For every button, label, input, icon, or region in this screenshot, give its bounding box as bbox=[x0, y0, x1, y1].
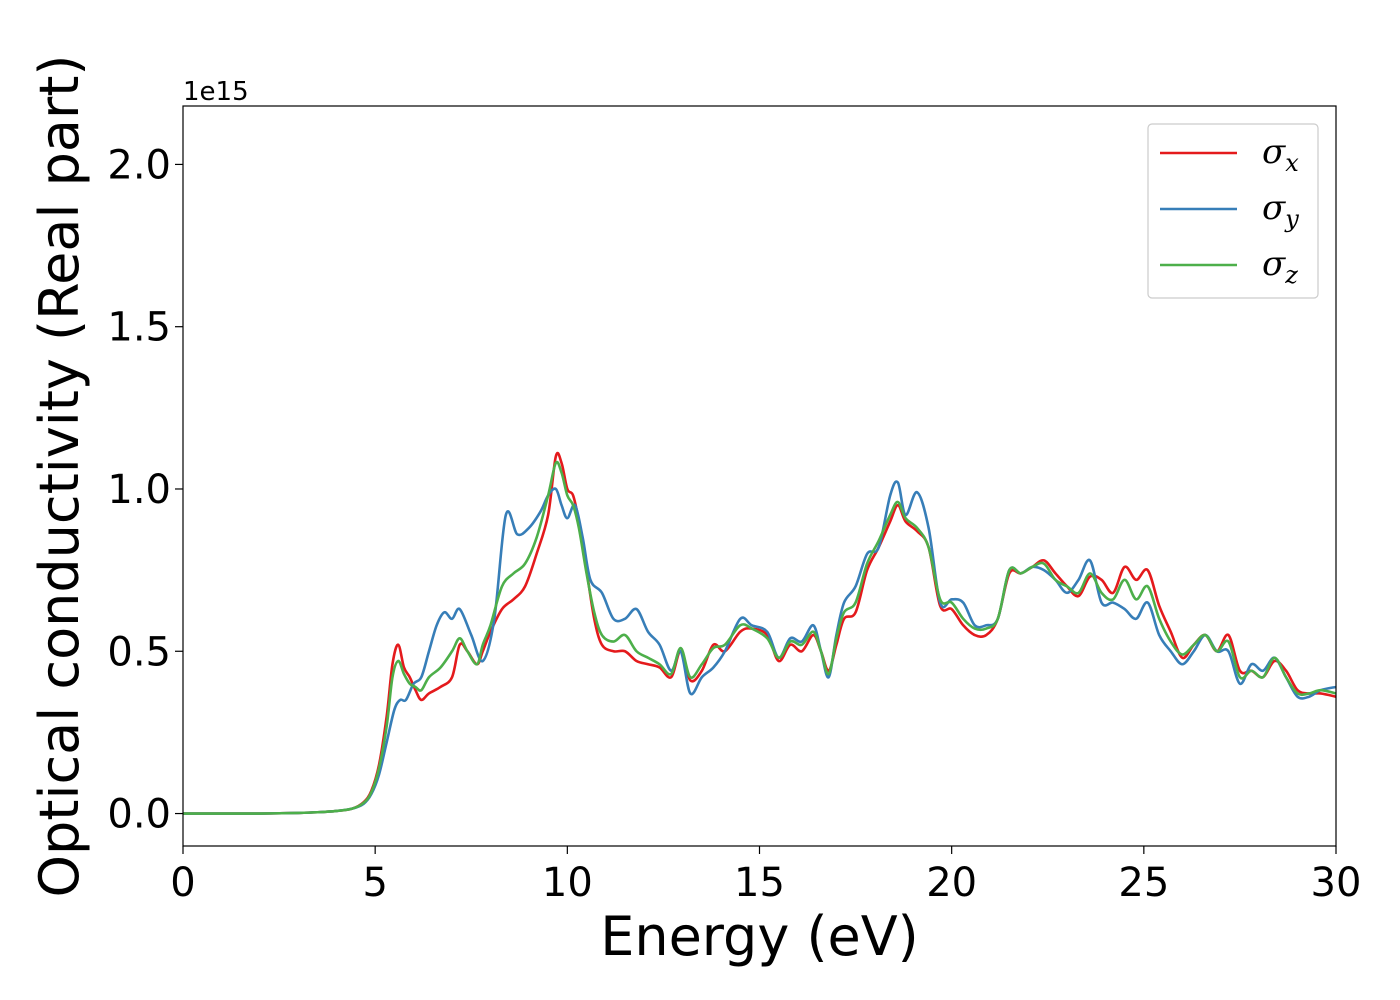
x-tick-label: 25 bbox=[1118, 860, 1169, 906]
y-axis-label: Optical conductivity (Real part) bbox=[28, 55, 91, 898]
x-tick-label: 10 bbox=[542, 860, 593, 906]
y-tick-label: 0.0 bbox=[107, 792, 171, 838]
x-tick-label: 15 bbox=[734, 860, 785, 906]
series-line-sigma-x bbox=[183, 451, 1336, 815]
y-tick-label: 1.5 bbox=[107, 305, 171, 351]
legend-label-sigma-y: σy bbox=[1262, 188, 1299, 233]
y-tick-label: 0.5 bbox=[107, 629, 171, 675]
x-tick-label: 20 bbox=[926, 860, 977, 906]
legend-label-sigma-x: σx bbox=[1262, 132, 1299, 177]
x-axis-label: Energy (eV) bbox=[600, 905, 919, 968]
legend-label-sigma-z: σz bbox=[1262, 244, 1298, 289]
x-tick-label: 0 bbox=[170, 860, 195, 906]
x-tick-label: 5 bbox=[362, 860, 387, 906]
y-tick-label: 2.0 bbox=[107, 142, 171, 188]
legend-frame bbox=[1147, 123, 1319, 299]
legend: σx σy σz bbox=[1147, 123, 1319, 299]
x-tick-label: 30 bbox=[1311, 860, 1362, 906]
x-axis: 0 5 10 15 20 25 30 bbox=[170, 846, 1361, 906]
plot-background bbox=[183, 106, 1336, 846]
y-axis: 0.0 0.5 1.0 1.5 2.0 bbox=[107, 142, 183, 838]
series-line-sigma-z bbox=[183, 460, 1336, 815]
y-tick-label: 1.0 bbox=[107, 467, 171, 513]
plot-area bbox=[183, 106, 1336, 846]
series-layer bbox=[183, 451, 1336, 815]
y-offset-label: 1e15 bbox=[183, 77, 249, 107]
